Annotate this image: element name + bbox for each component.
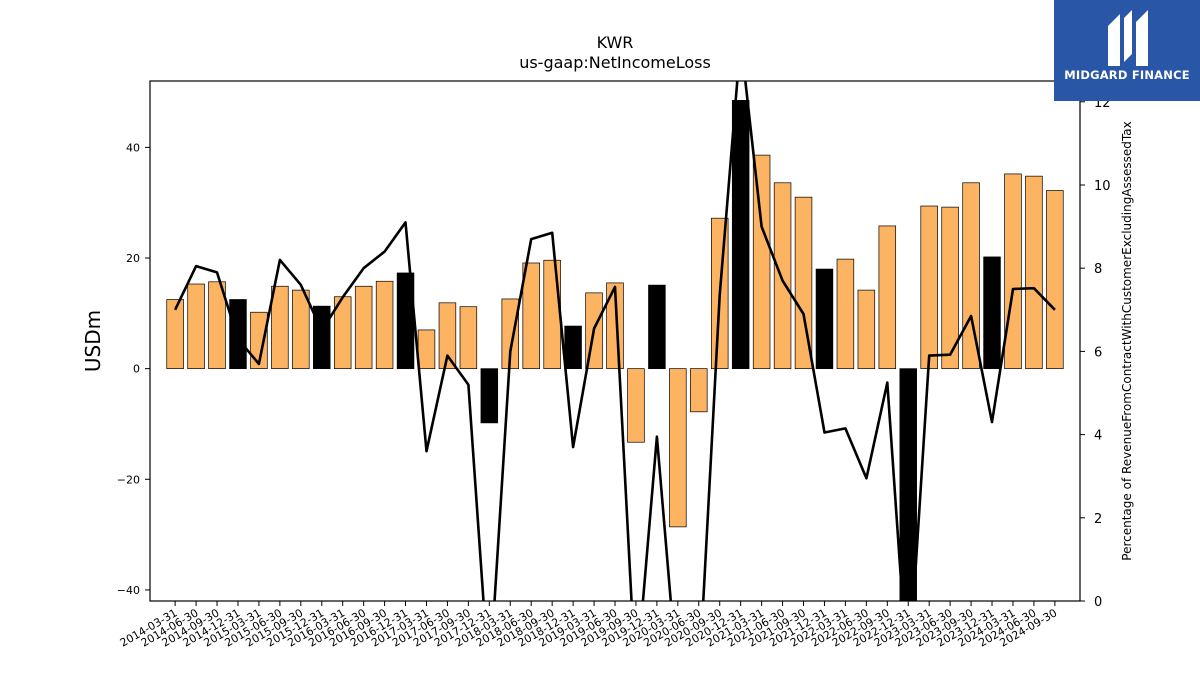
bar-2018-09-30 bbox=[543, 259, 561, 370]
bar-2014-12-31 bbox=[229, 299, 247, 370]
y2-axis-label: Percentage of RevenueFromContractWithCus… bbox=[1120, 121, 1134, 560]
bar-2014-03-31 bbox=[166, 299, 184, 370]
bar-2015-09-30 bbox=[292, 289, 310, 370]
bar-2023-03-31 bbox=[920, 205, 938, 370]
bar-2018-12-31 bbox=[564, 325, 582, 370]
logo-mark-icon bbox=[1108, 10, 1148, 66]
y2-tick-label: 4 bbox=[1094, 429, 1102, 444]
chart-subtitle: us-gaap:NetIncomeLoss bbox=[519, 53, 711, 72]
bar-2015-03-31 bbox=[250, 311, 268, 370]
y-tick-label: −40 bbox=[117, 584, 140, 597]
bar-2017-12-31 bbox=[480, 368, 499, 424]
plot-marks bbox=[166, 81, 1064, 601]
bar-2023-12-31 bbox=[983, 256, 1001, 370]
logo-text: MIDGARD FINANCE bbox=[1064, 68, 1190, 82]
bar-2021-12-31 bbox=[815, 268, 834, 370]
plot-area: −40−20020400246810122014-03-312014-06-30… bbox=[117, 80, 1111, 650]
bar-2022-06-30 bbox=[857, 289, 876, 370]
bar-2017-09-30 bbox=[459, 306, 478, 370]
y-tick-label: −20 bbox=[117, 473, 140, 486]
bar-2024-03-31 bbox=[1004, 173, 1022, 370]
bar-2014-09-30 bbox=[208, 281, 226, 370]
bar-2018-06-30 bbox=[522, 262, 540, 370]
y2-tick-label: 8 bbox=[1094, 262, 1102, 277]
bar-2019-12-31 bbox=[648, 284, 666, 370]
y-axis-label: USDm bbox=[81, 310, 105, 372]
bar-2024-06-30 bbox=[1025, 175, 1043, 370]
y-tick-label: 40 bbox=[126, 141, 140, 154]
bar-2019-09-30 bbox=[627, 368, 645, 443]
bar-2021-03-31 bbox=[752, 154, 771, 370]
bar-2021-09-30 bbox=[794, 196, 813, 370]
y2-tick-label: 0 bbox=[1094, 595, 1102, 610]
bar-2020-06-30 bbox=[690, 368, 708, 413]
line-series bbox=[173, 81, 1056, 601]
bar-2016-06-30 bbox=[354, 285, 373, 370]
bar-2021-06-30 bbox=[773, 182, 792, 370]
bar-2022-12-31 bbox=[899, 368, 917, 601]
y2-tick-label: 6 bbox=[1094, 345, 1102, 360]
bar-2014-06-30 bbox=[187, 283, 205, 370]
bar-2020-12-31 bbox=[731, 100, 750, 370]
bar-2017-03-31 bbox=[417, 329, 436, 370]
chart-title: KWR bbox=[597, 33, 634, 52]
bar-2022-03-31 bbox=[836, 258, 855, 370]
bar-2015-06-30 bbox=[271, 285, 289, 370]
bar-2023-06-30 bbox=[941, 206, 959, 370]
y-tick-label: 20 bbox=[126, 252, 140, 265]
y2-tick-label: 10 bbox=[1094, 179, 1111, 194]
brand-logo: MIDGARD FINANCE bbox=[1054, 0, 1200, 101]
y2-tick-label: 2 bbox=[1094, 512, 1102, 527]
bar-2022-09-30 bbox=[878, 225, 897, 370]
y-tick-label: 0 bbox=[133, 363, 140, 376]
bar-2017-06-30 bbox=[438, 302, 457, 370]
bar-2020-03-31 bbox=[669, 368, 687, 528]
bar-2024-09-30 bbox=[1046, 190, 1064, 370]
bar-2016-09-30 bbox=[375, 280, 394, 370]
